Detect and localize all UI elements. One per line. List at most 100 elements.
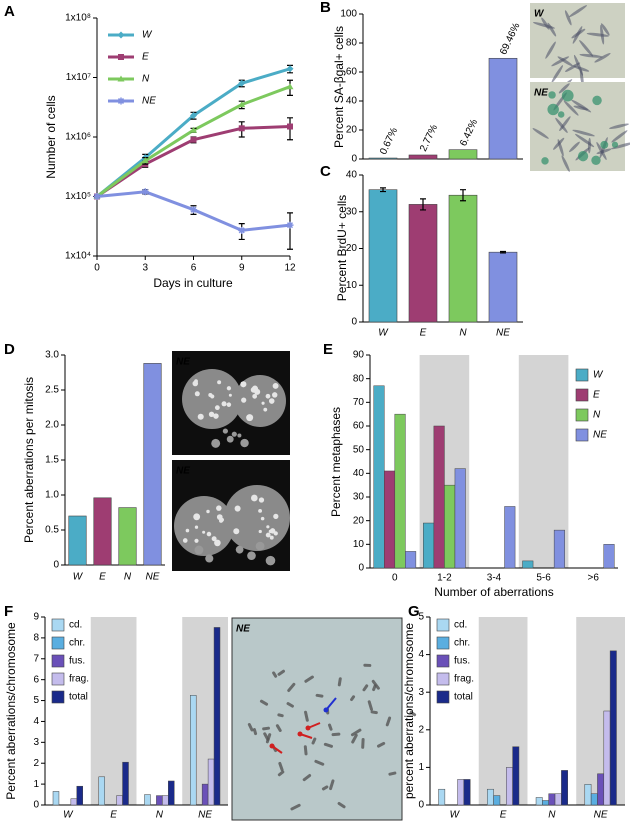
- chromosome: [350, 728, 362, 737]
- x-tick-label: W: [450, 810, 461, 821]
- y-axis-label: Percent aberrations per mitosis: [22, 377, 36, 543]
- y-axis-label: Percent SA-βgal+ cells: [332, 26, 346, 148]
- foci: [268, 529, 273, 534]
- foci: [252, 393, 258, 399]
- foci: [265, 393, 271, 399]
- chromosome: [314, 759, 325, 766]
- legend-label: cd.: [454, 620, 467, 631]
- foci: [242, 383, 246, 387]
- bar: [168, 780, 175, 806]
- foci: [202, 530, 206, 534]
- cell: [574, 133, 595, 148]
- data-point: [141, 157, 149, 164]
- stained-cell: [561, 89, 574, 102]
- cell: [571, 99, 592, 113]
- image-label: W: [534, 9, 545, 20]
- stained-cell: [548, 91, 556, 99]
- cell: [561, 155, 570, 172]
- x-tick-label: N: [459, 328, 467, 339]
- chromosome: [351, 733, 358, 744]
- micronucleus: [240, 438, 249, 448]
- error-bar: [420, 198, 426, 211]
- error-bar: [287, 212, 293, 250]
- chromosome: [371, 679, 380, 690]
- chromosome: [328, 723, 333, 731]
- cell: [600, 24, 605, 45]
- bar: [444, 484, 456, 569]
- legend-marker: [117, 31, 125, 39]
- y-tick-label: 0: [358, 563, 364, 574]
- chromosome: [388, 771, 397, 776]
- bar: [368, 189, 398, 323]
- y-tick-label: 40: [346, 96, 358, 107]
- data-point: [141, 188, 149, 196]
- legend-swatch: [51, 690, 65, 704]
- cell: [579, 53, 603, 58]
- chromosome: [337, 801, 346, 809]
- bar: [506, 767, 513, 806]
- cell: [551, 56, 570, 67]
- x-axis-label: Days in culture: [153, 276, 233, 290]
- data-point: [238, 79, 246, 87]
- chromosome: [303, 745, 308, 756]
- cell: [596, 142, 607, 160]
- image-label: NE: [176, 357, 190, 368]
- chromosome: [275, 724, 282, 732]
- micronucleus: [231, 431, 237, 437]
- error-bar: [460, 189, 466, 202]
- nucleus: [224, 485, 290, 551]
- x-tick-label: 5-6: [536, 573, 551, 584]
- y-tick-label: 80: [346, 38, 358, 49]
- stained-cell: [541, 157, 549, 165]
- y-tick-label: 5: [33, 695, 39, 706]
- legend-label: NE: [593, 430, 607, 441]
- legend-swatch: [436, 672, 450, 686]
- bar: [487, 788, 494, 806]
- bar: [584, 784, 592, 806]
- cell: [553, 137, 565, 150]
- chromosome: [272, 671, 278, 678]
- foci: [246, 414, 254, 422]
- bar: [408, 204, 438, 323]
- x-tick-label: E: [500, 810, 507, 821]
- nucleus: [182, 369, 242, 429]
- foci: [213, 413, 219, 419]
- foci: [206, 531, 212, 537]
- image-label: NE: [176, 466, 190, 477]
- chromosome: [331, 732, 341, 737]
- x-tick-label: E: [420, 328, 427, 339]
- data-point: [286, 221, 294, 229]
- y-tick-label: 1.0: [45, 490, 59, 501]
- data-point: [190, 111, 197, 119]
- bar: [118, 507, 137, 566]
- cell: [564, 10, 572, 26]
- chromosome: [247, 723, 254, 732]
- y-axis-label: percent aberrations/chromosome: [402, 623, 416, 799]
- x-tick-label: NE: [146, 572, 160, 583]
- stained-cell: [592, 95, 602, 106]
- legend-swatch: [51, 654, 65, 668]
- bar: [548, 793, 556, 806]
- bar: [68, 515, 87, 566]
- micronucleus: [222, 428, 228, 434]
- image-label: NE: [534, 88, 548, 99]
- bar: [70, 798, 78, 806]
- bar: [368, 157, 398, 160]
- bar: [438, 788, 446, 806]
- legend-label: frag.: [454, 674, 474, 685]
- bar: [423, 522, 435, 569]
- micronucleus: [265, 555, 276, 566]
- foci: [217, 380, 222, 385]
- y-tick-label: 4: [418, 649, 424, 660]
- cell: [563, 100, 579, 116]
- foci: [208, 392, 213, 398]
- y-tick-label: 10: [346, 280, 358, 291]
- x-tick-label: 9: [239, 263, 245, 274]
- legend-label: chr.: [454, 638, 470, 649]
- x-tick-label: 0: [94, 263, 100, 274]
- chromosome: [350, 695, 356, 702]
- chromosome: [265, 733, 272, 744]
- legend-swatch: [436, 654, 450, 668]
- y-tick-label: 50: [353, 444, 365, 455]
- legend-swatch: [575, 368, 589, 382]
